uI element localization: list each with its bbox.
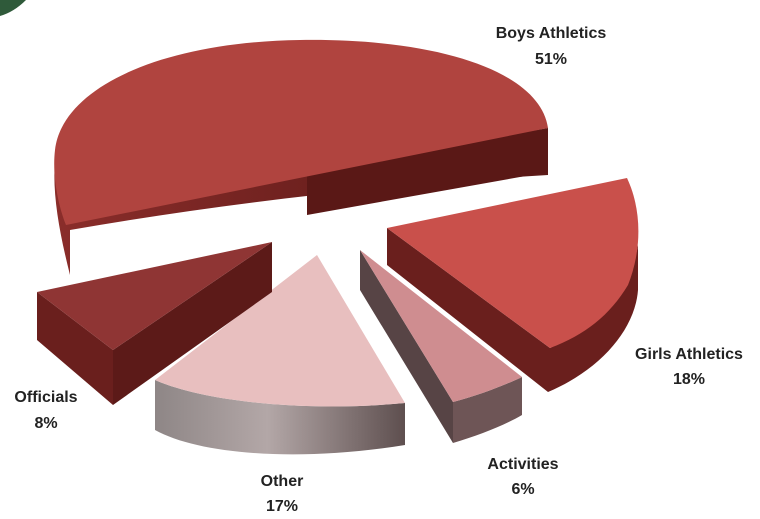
slice-girls-athletics-side bbox=[387, 228, 638, 392]
slice-activities-top bbox=[360, 250, 522, 402]
value-activities: 6% bbox=[511, 481, 534, 498]
slice-activities-side-left bbox=[360, 250, 453, 443]
corner-ornament bbox=[0, 0, 26, 16]
label-girls-athletics: Girls Athletics bbox=[635, 346, 743, 363]
label-other: Other bbox=[261, 473, 304, 490]
slice-activities bbox=[360, 250, 522, 443]
label-officials: Officials bbox=[14, 389, 77, 406]
slice-officials-side-right bbox=[113, 242, 272, 405]
value-girls-athletics: 18% bbox=[673, 371, 705, 388]
slice-girls-athletics-top bbox=[387, 178, 639, 348]
value-other: 17% bbox=[266, 498, 298, 515]
slice-officials-side bbox=[37, 292, 113, 405]
label-boys-athletics: Boys Athletics bbox=[496, 25, 607, 42]
slice-other bbox=[155, 255, 405, 455]
slice-other-top bbox=[155, 255, 405, 407]
label-activities: Activities bbox=[487, 456, 558, 473]
slice-boys-athletics-side-right bbox=[307, 128, 548, 215]
value-boys-athletics: 51% bbox=[535, 51, 567, 68]
slice-officials bbox=[37, 242, 272, 405]
slice-girls-athletics bbox=[387, 178, 639, 392]
slice-activities-side-front bbox=[453, 377, 522, 443]
value-officials: 8% bbox=[34, 415, 57, 432]
slice-boys-athletics-top bbox=[54, 39, 548, 226]
slice-other-side bbox=[155, 380, 405, 455]
slice-boys-athletics bbox=[54, 39, 548, 275]
slice-officials-top bbox=[37, 242, 272, 350]
